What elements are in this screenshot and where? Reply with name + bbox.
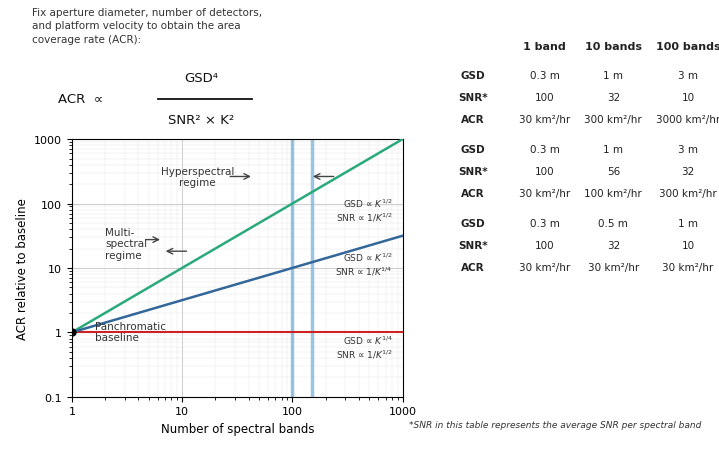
Text: Multi-
spectral
regime: Multi- spectral regime xyxy=(105,227,147,261)
Text: 1 band: 1 band xyxy=(523,42,566,52)
Text: SNR*: SNR* xyxy=(458,240,488,250)
Text: 0.3 m: 0.3 m xyxy=(530,145,559,155)
Text: 1 m: 1 m xyxy=(678,218,698,228)
Text: 100: 100 xyxy=(535,166,554,177)
Text: 32: 32 xyxy=(682,166,695,177)
Text: 100 bands: 100 bands xyxy=(656,42,719,52)
Text: Panchromatic
baseline: Panchromatic baseline xyxy=(95,321,166,343)
Text: 300 km²/hr: 300 km²/hr xyxy=(659,189,717,198)
Text: 56: 56 xyxy=(607,166,620,177)
Text: 30 km²/hr: 30 km²/hr xyxy=(519,189,570,198)
Text: ACR: ACR xyxy=(462,115,485,125)
Text: 3 m: 3 m xyxy=(678,71,698,81)
Text: 100 km²/hr: 100 km²/hr xyxy=(585,189,642,198)
Text: 0.3 m: 0.3 m xyxy=(530,71,559,81)
Text: 32: 32 xyxy=(607,93,620,103)
Text: ACR  ∝: ACR ∝ xyxy=(58,93,103,106)
Text: 100: 100 xyxy=(535,93,554,103)
Text: 3000 km²/hr: 3000 km²/hr xyxy=(656,115,719,125)
Text: 30 km²/hr: 30 km²/hr xyxy=(519,115,570,125)
Text: 30 km²/hr: 30 km²/hr xyxy=(587,262,639,272)
Text: *SNR in this table represents the average SNR per spectral band: *SNR in this table represents the averag… xyxy=(409,419,702,428)
Text: 10: 10 xyxy=(682,93,695,103)
Text: GSD ∝ $K^{1/2}$
SNR ∝ $1/K^{1/2}$: GSD ∝ $K^{1/2}$ SNR ∝ $1/K^{1/2}$ xyxy=(336,197,393,224)
Text: SNR*: SNR* xyxy=(458,166,488,177)
Text: 100: 100 xyxy=(535,240,554,250)
Text: 0.5 m: 0.5 m xyxy=(598,218,628,228)
Text: 10: 10 xyxy=(682,240,695,250)
Y-axis label: ACR relative to baseline: ACR relative to baseline xyxy=(16,198,29,339)
Text: Hyperspectral
regime: Hyperspectral regime xyxy=(161,166,234,188)
Text: 30 km²/hr: 30 km²/hr xyxy=(662,262,713,272)
Text: 30 km²/hr: 30 km²/hr xyxy=(519,262,570,272)
Text: Fix aperture diameter, number of detectors,
and platform velocity to obtain the : Fix aperture diameter, number of detecto… xyxy=(32,8,262,45)
Text: GSD⁴: GSD⁴ xyxy=(184,72,219,85)
Text: 32: 32 xyxy=(607,240,620,250)
Text: SNR² × K²: SNR² × K² xyxy=(168,114,234,127)
Text: GSD ∝ $K^{1/2}$
SNR ∝ $1/K^{1/4}$: GSD ∝ $K^{1/2}$ SNR ∝ $1/K^{1/4}$ xyxy=(335,251,393,278)
Text: ACR: ACR xyxy=(462,189,485,198)
Text: SNR*: SNR* xyxy=(458,93,488,103)
Text: GSD: GSD xyxy=(461,145,485,155)
Text: GSD: GSD xyxy=(461,218,485,228)
Text: GSD ∝ $K^{1/4}$
SNR ∝ $1/K^{1/2}$: GSD ∝ $K^{1/4}$ SNR ∝ $1/K^{1/2}$ xyxy=(336,333,393,360)
Text: 3 m: 3 m xyxy=(678,145,698,155)
Text: 300 km²/hr: 300 km²/hr xyxy=(585,115,642,125)
Text: GSD: GSD xyxy=(461,71,485,81)
Text: ACR: ACR xyxy=(462,262,485,272)
Text: 10 bands: 10 bands xyxy=(585,42,642,52)
Text: 0.3 m: 0.3 m xyxy=(530,218,559,228)
X-axis label: Number of spectral bands: Number of spectral bands xyxy=(160,422,314,435)
Text: 1 m: 1 m xyxy=(603,145,623,155)
Text: 1 m: 1 m xyxy=(603,71,623,81)
